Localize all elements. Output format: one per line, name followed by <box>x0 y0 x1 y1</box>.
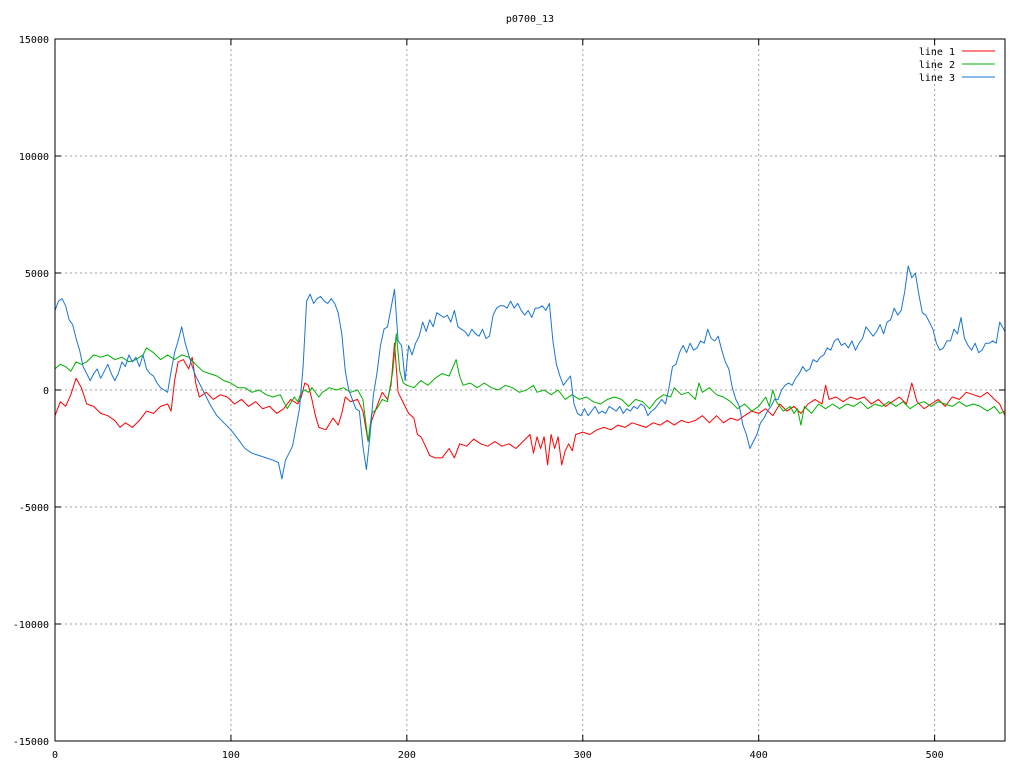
chart-title: p0700_13 <box>506 14 554 25</box>
y-tick-label: 5000 <box>25 269 49 280</box>
legend: line 1 line 2 line 3 <box>919 47 995 84</box>
axis-ticks: 0 100 200 300 400 500 -15000 -10000 -5000 0 5000 10… <box>13 35 1005 761</box>
legend-label: line 2 <box>919 60 955 71</box>
plot-frame <box>54 38 1006 742</box>
x-tick-label: 200 <box>398 750 416 761</box>
x-tick-label: 100 <box>222 750 240 761</box>
y-tick-label: 15000 <box>19 35 49 46</box>
x-tick-label: 500 <box>926 750 944 761</box>
series-line-1 <box>54 342 1006 466</box>
legend-label: line 1 <box>919 47 955 58</box>
series-line-2 <box>54 333 1006 442</box>
series-lines <box>54 265 1006 480</box>
y-tick-label: -15000 <box>13 737 49 748</box>
y-tick-label: -5000 <box>19 503 49 514</box>
y-tick-label: 0 <box>43 386 49 397</box>
x-tick-label: 400 <box>750 750 768 761</box>
legend-label: line 3 <box>919 73 955 84</box>
x-tick-label: 300 <box>574 750 592 761</box>
x-tick-label: 0 <box>52 750 58 761</box>
y-tick-label: 10000 <box>19 152 49 163</box>
grid <box>55 39 1005 741</box>
series-line-3 <box>54 265 1006 480</box>
y-tick-label: -10000 <box>13 620 49 631</box>
